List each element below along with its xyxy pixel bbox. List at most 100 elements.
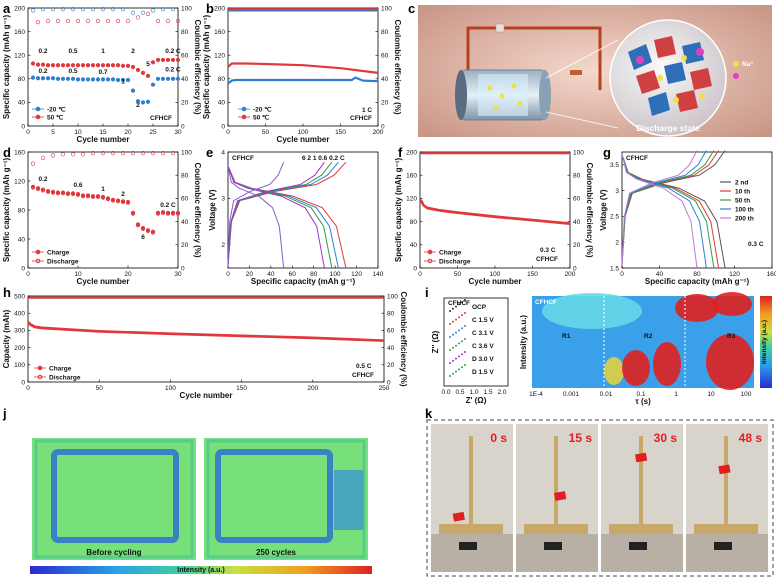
a-legend-marker bbox=[35, 106, 41, 112]
panel-label-g: g bbox=[603, 145, 611, 160]
k-red-flag bbox=[634, 452, 648, 463]
g-charge-curve bbox=[621, 150, 726, 266]
i-nyquist-point bbox=[452, 372, 454, 375]
a-point bbox=[110, 77, 116, 82]
i-nyquist-point bbox=[464, 299, 466, 301]
e-x-axis-label: Specific capacity (mAh g⁻¹) bbox=[251, 277, 356, 286]
i-drt-tag: CFHCF bbox=[535, 299, 557, 306]
b-y2-tick-label: 0 bbox=[381, 123, 385, 130]
b-y-tick-label: 80 bbox=[218, 76, 226, 83]
i-nyquist-point bbox=[458, 342, 460, 345]
d-rate-label: 1 bbox=[101, 186, 105, 193]
d-point bbox=[130, 151, 136, 156]
d-point bbox=[50, 153, 56, 158]
k-battery bbox=[459, 542, 477, 550]
fan-demo-photos: 0 s 15 s 30 s 48 s bbox=[426, 419, 774, 577]
d-point bbox=[70, 191, 76, 197]
f-y2-tick-label: 0 bbox=[573, 265, 577, 272]
d-point bbox=[165, 211, 171, 216]
a-point bbox=[105, 77, 111, 82]
a-point bbox=[145, 73, 151, 78]
a-rate-label-m20: 0.2 bbox=[38, 68, 47, 75]
b-y-tick-label: 0 bbox=[221, 123, 225, 130]
d-point bbox=[30, 161, 36, 166]
e-x-tick-label: 0 bbox=[226, 271, 230, 278]
i-nyquist-x-label: Z' (Ω) bbox=[466, 396, 487, 405]
h-x-tick-label: 150 bbox=[236, 385, 247, 392]
a-point bbox=[45, 76, 51, 81]
i-drt-peak bbox=[653, 342, 681, 386]
a-point bbox=[125, 63, 131, 68]
b-y-tick-label: 160 bbox=[214, 29, 225, 36]
e-plot-frame bbox=[227, 151, 379, 269]
k-battery bbox=[629, 542, 647, 550]
e-y-tick-label: 4 bbox=[221, 149, 225, 156]
a-x-axis-label: Cycle number bbox=[77, 135, 130, 144]
b-legend-label: 50 ℃ bbox=[253, 113, 270, 121]
d-point bbox=[65, 191, 71, 197]
i-nyquist-x-tick-label: 0.0 bbox=[441, 389, 450, 396]
i-nyquist-x-tick-label: 1.5 bbox=[483, 389, 492, 396]
a-point bbox=[80, 7, 86, 12]
d-point bbox=[80, 194, 86, 199]
k-stand-pole bbox=[639, 436, 643, 526]
a-point bbox=[55, 63, 61, 68]
a-rate-label-50: 2 bbox=[131, 48, 135, 55]
a-point bbox=[160, 7, 166, 12]
d-point bbox=[120, 151, 126, 156]
h-x-tick-label: 50 bbox=[96, 385, 104, 392]
k-table-surface bbox=[431, 534, 513, 572]
e-rate-legend: 6 2 1 0.6 0.2 C bbox=[302, 155, 345, 162]
k-time-label: 0 s bbox=[490, 431, 507, 445]
a-point bbox=[75, 18, 81, 24]
g-rate-label: 0.3 C bbox=[748, 241, 764, 248]
i-nyquist-point bbox=[455, 305, 457, 308]
a-point bbox=[120, 77, 126, 83]
g-y-axis-label: Voltage (V) bbox=[599, 189, 608, 231]
zoom-lines bbox=[545, 39, 619, 129]
g-charge-curve bbox=[621, 150, 698, 266]
d-point bbox=[115, 199, 121, 204]
panel-label-i: i bbox=[425, 285, 429, 300]
a-y-tick-label: 160 bbox=[14, 29, 25, 36]
k-time-label: 30 s bbox=[654, 431, 678, 445]
i-region-label: R3 bbox=[727, 333, 736, 340]
a-point bbox=[120, 7, 126, 12]
g-x-tick-label: 120 bbox=[729, 271, 740, 278]
i-nyquist-point bbox=[449, 349, 451, 351]
d-x-tick-label: 0 bbox=[26, 271, 30, 278]
g-charge-curve bbox=[621, 150, 720, 266]
panel-label-f: f bbox=[398, 145, 403, 160]
d-point bbox=[90, 194, 96, 200]
a-legend-label: -20 ℃ bbox=[47, 105, 66, 113]
g-y-tick-label: 2.5 bbox=[610, 214, 619, 221]
a-legend-label: 50 ℃ bbox=[47, 113, 64, 121]
a-rate-label-50: 0.5 bbox=[68, 48, 77, 55]
i-nyquist-point bbox=[461, 314, 463, 317]
d-point bbox=[125, 200, 131, 205]
a-y-tick-label: 80 bbox=[18, 76, 26, 83]
i-drt-y-label: Intensity (a.u.) bbox=[519, 315, 528, 370]
g-discharge-curve bbox=[621, 154, 698, 269]
d-point bbox=[35, 186, 41, 192]
f-y2-tick-label: 40 bbox=[573, 219, 581, 226]
d-point bbox=[80, 152, 86, 157]
a-point bbox=[155, 76, 161, 81]
b-x-axis-label: Cycle number bbox=[277, 135, 330, 144]
d-y2-tick-label: 40 bbox=[181, 219, 189, 226]
a-point bbox=[130, 88, 136, 93]
a-x-tick-label: 25 bbox=[149, 129, 157, 136]
e-discharge-curve bbox=[227, 165, 325, 269]
a-point bbox=[95, 18, 101, 24]
a-point bbox=[105, 63, 111, 68]
a-point bbox=[160, 57, 166, 63]
a-x-tick-label: 5 bbox=[51, 129, 55, 136]
a-point bbox=[135, 67, 141, 73]
d-point bbox=[55, 191, 61, 196]
i-drt-peak bbox=[604, 357, 624, 385]
a-point bbox=[90, 7, 96, 12]
b-y2-tick-label: 80 bbox=[381, 29, 389, 36]
a-point bbox=[55, 18, 61, 24]
a-rate-label-50: 0.2 C bbox=[165, 48, 181, 55]
